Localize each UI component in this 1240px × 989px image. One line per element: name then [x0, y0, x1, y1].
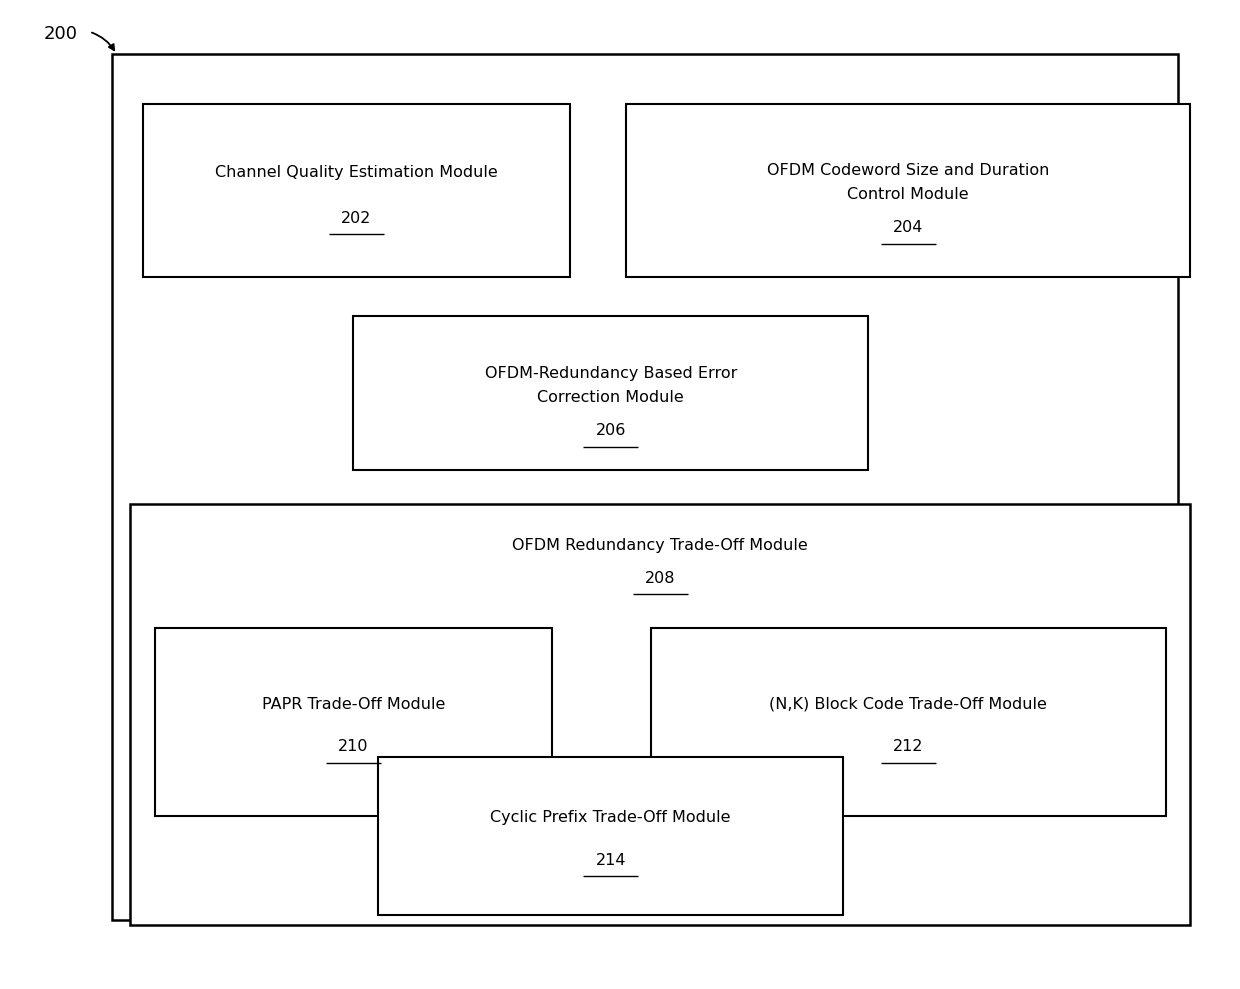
- Text: Channel Quality Estimation Module: Channel Quality Estimation Module: [215, 165, 498, 180]
- Bar: [112, 54, 1178, 920]
- Bar: [130, 504, 1190, 925]
- Text: OFDM Redundancy Trade-Off Module: OFDM Redundancy Trade-Off Module: [512, 538, 808, 554]
- Text: 208: 208: [645, 571, 676, 586]
- Bar: [155, 628, 552, 816]
- Text: 210: 210: [339, 739, 368, 755]
- Bar: [378, 757, 843, 915]
- Bar: [626, 104, 1190, 277]
- Text: 200: 200: [43, 25, 77, 43]
- Text: 202: 202: [341, 211, 372, 225]
- Text: OFDM-Redundancy Based Error: OFDM-Redundancy Based Error: [485, 366, 737, 381]
- Text: PAPR Trade-Off Module: PAPR Trade-Off Module: [262, 696, 445, 712]
- Bar: [651, 628, 1166, 816]
- Text: Cyclic Prefix Trade-Off Module: Cyclic Prefix Trade-Off Module: [491, 810, 730, 826]
- Text: OFDM Codeword Size and Duration: OFDM Codeword Size and Duration: [768, 163, 1049, 178]
- Text: 206: 206: [595, 423, 626, 438]
- Text: 214: 214: [595, 853, 626, 868]
- Bar: [143, 104, 570, 277]
- Text: Control Module: Control Module: [847, 187, 970, 202]
- Text: 212: 212: [893, 739, 924, 755]
- Text: Correction Module: Correction Module: [537, 390, 684, 405]
- Bar: [353, 316, 868, 470]
- Text: (N,K) Block Code Trade-Off Module: (N,K) Block Code Trade-Off Module: [769, 696, 1048, 712]
- Text: 204: 204: [893, 221, 924, 235]
